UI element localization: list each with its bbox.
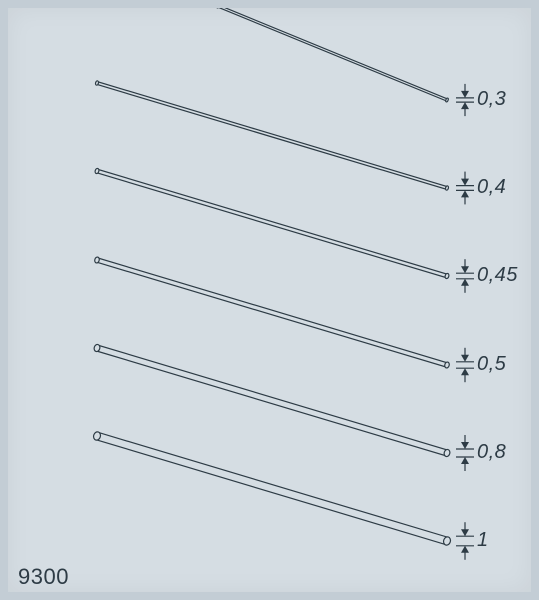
diameter-label: 0,3 <box>477 88 506 111</box>
diameter-label: 0,45 <box>477 264 518 287</box>
diameter-label: 1 <box>477 529 489 552</box>
rods-diagram <box>8 8 531 592</box>
part-number: 9300 <box>18 564 69 590</box>
diagram-page: 0,3 0,4 0,45 0,5 0,8 1 9300 <box>8 8 531 592</box>
diameter-label: 0,8 <box>477 441 506 464</box>
diameter-label: 0,5 <box>477 353 506 376</box>
diameter-label: 0,4 <box>477 176 506 199</box>
